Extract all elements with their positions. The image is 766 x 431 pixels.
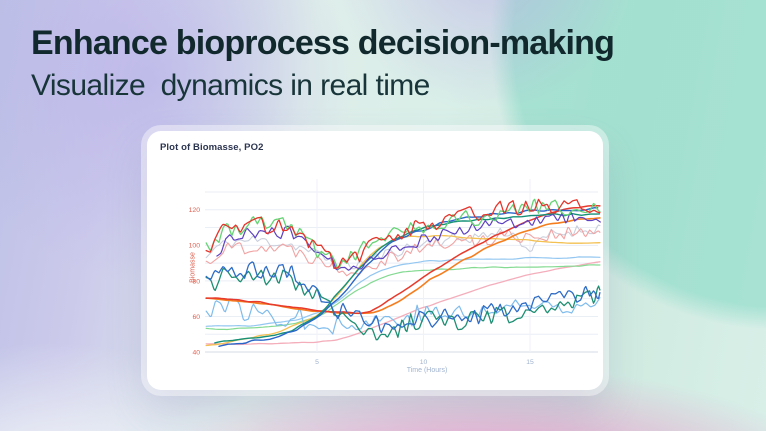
chart-card: Plot of Biomasse, PO2 40 60 80 100 120 5 10 15 … xyxy=(147,131,603,390)
y-tick-label: 100 xyxy=(189,243,201,250)
series-line-biomasse-lightgreen xyxy=(205,264,601,331)
series-line-po2-red xyxy=(205,198,601,269)
y-tick-label: 80 xyxy=(192,278,200,285)
y-tick-label: 40 xyxy=(192,349,200,356)
headline: Enhance bioprocess decision-making xyxy=(31,24,615,62)
x-axis-label: Time (Hours) xyxy=(406,367,448,374)
x-tick-label: 15 xyxy=(526,359,534,366)
chart-title: Plot of Biomasse, PO2 xyxy=(160,142,264,153)
y-tick-label: 60 xyxy=(192,314,200,321)
series-line-po2-green xyxy=(205,198,601,270)
series-line-biomasse-pink xyxy=(205,261,601,346)
series-line-biomasse-teal xyxy=(214,213,601,344)
series-line-po2-salmon xyxy=(205,226,601,277)
x-tick-label: 5 xyxy=(315,359,319,366)
series-line-po2-gray xyxy=(205,224,601,270)
series-line-biomasse-lightblue xyxy=(205,256,601,327)
y-axis-label: Biomasse xyxy=(189,252,197,283)
subheadline: Visualize dynamics in real time xyxy=(31,69,430,102)
series-line-po2-purple xyxy=(216,211,601,271)
series-line-biomasse-red xyxy=(205,204,601,315)
line-chart: 40 60 80 100 120 5 10 15 xyxy=(189,179,601,366)
y-tick-label: 120 xyxy=(189,207,201,214)
x-tick-label: 10 xyxy=(420,359,428,366)
series-line-po2-blue xyxy=(205,261,601,334)
